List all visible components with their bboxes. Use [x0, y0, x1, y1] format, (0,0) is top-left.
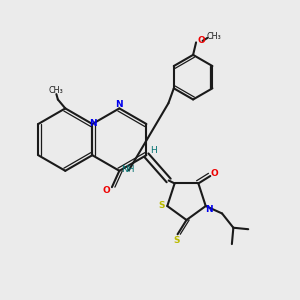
Text: O: O	[197, 35, 205, 44]
Text: O: O	[211, 169, 219, 178]
Text: CH₃: CH₃	[206, 32, 221, 41]
Text: S: S	[174, 236, 180, 245]
Text: N: N	[116, 100, 123, 109]
Text: NH: NH	[121, 165, 134, 174]
Text: O: O	[103, 186, 110, 195]
Text: H: H	[150, 146, 157, 155]
Text: S: S	[159, 201, 165, 210]
Text: N: N	[89, 119, 97, 128]
Text: N: N	[205, 205, 212, 214]
Text: CH₃: CH₃	[49, 86, 64, 95]
